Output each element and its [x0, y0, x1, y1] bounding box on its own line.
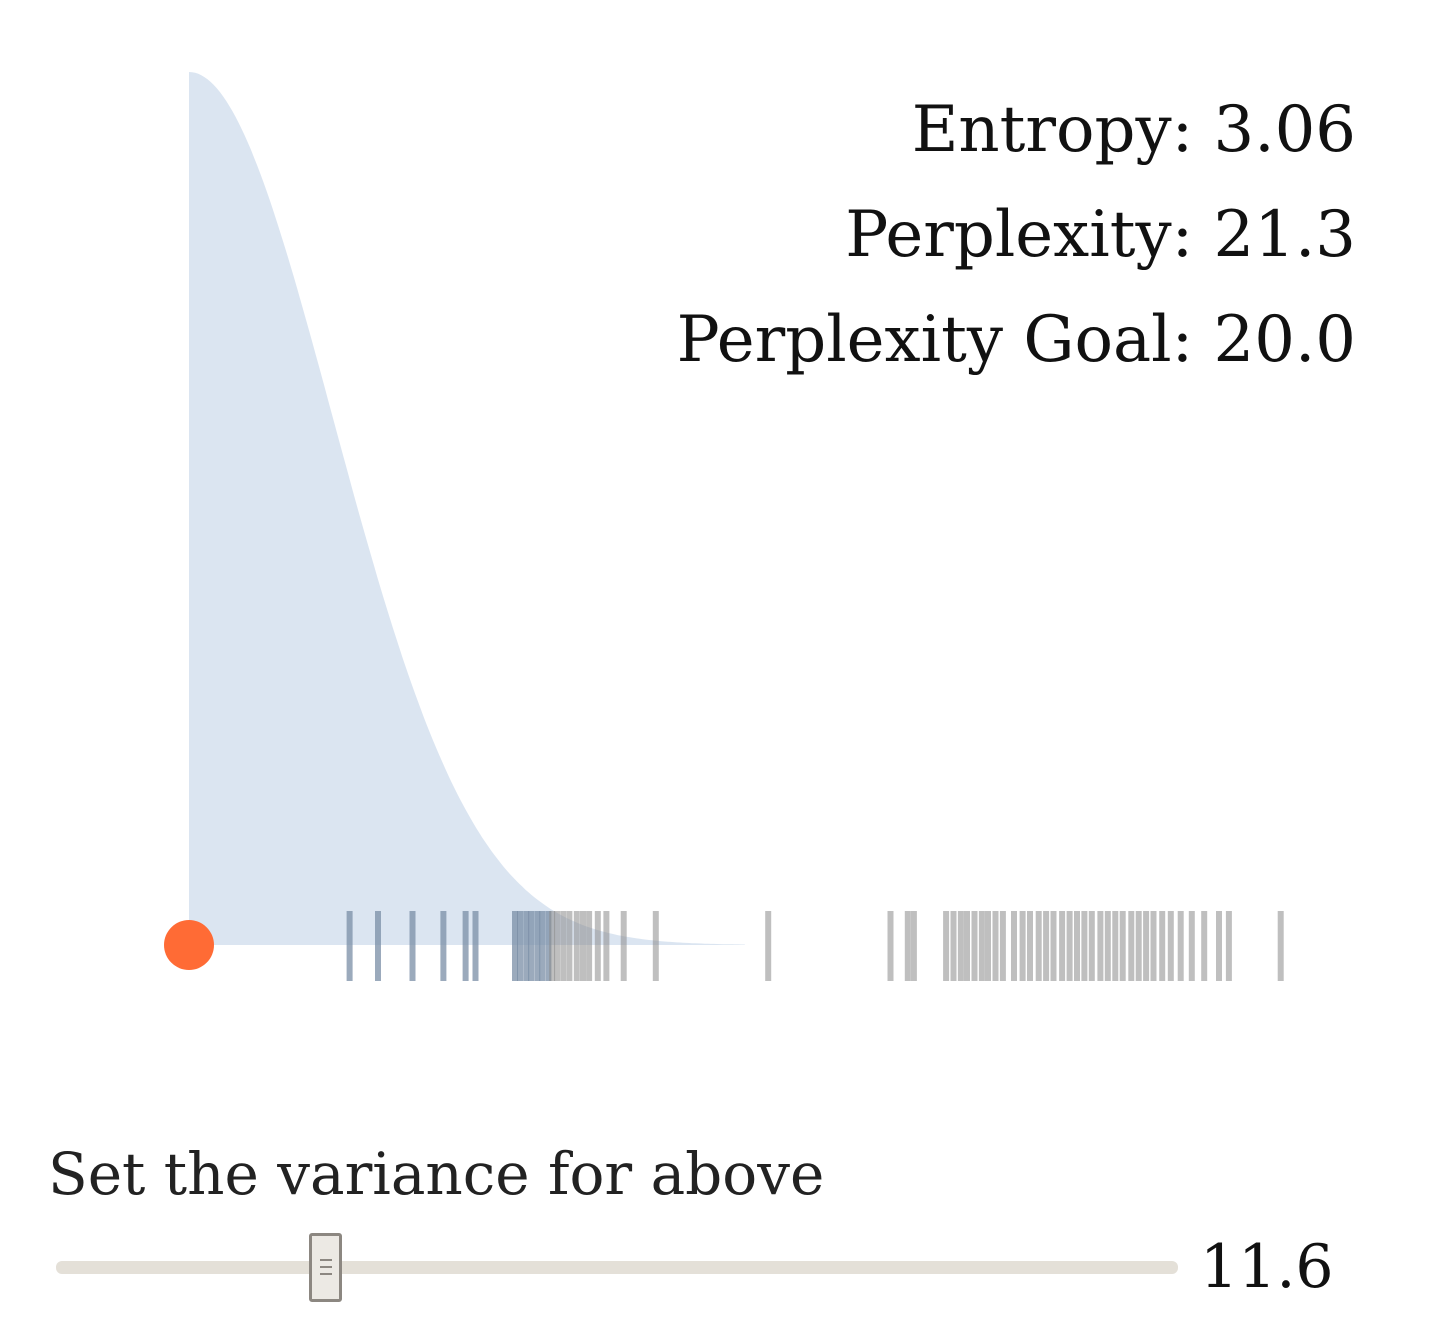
perplexity-readout: Perplexity: 21.3 — [845, 198, 1356, 272]
stats-panel: Entropy: 3.06 Perplexity: 21.3 Perplexit… — [677, 78, 1356, 393]
grip-line — [319, 1266, 332, 1268]
rug-plot — [346, 911, 1284, 981]
grip-line — [319, 1273, 332, 1275]
distribution-chart — [164, 72, 1284, 981]
density-curve — [189, 72, 745, 945]
entropy-readout: Entropy: 3.06 — [911, 93, 1356, 167]
variance-value: 11.6 — [1200, 1232, 1334, 1302]
variance-slider[interactable] — [56, 1230, 1178, 1304]
perplexity-goal-readout: Perplexity Goal: 20.0 — [676, 303, 1356, 377]
slider-thumb[interactable] — [308, 1233, 342, 1302]
origin-marker — [164, 920, 214, 970]
grip-line — [319, 1259, 332, 1261]
slider-track[interactable] — [56, 1261, 1178, 1274]
variance-slider-label: Set the variance for above — [48, 1140, 825, 1208]
